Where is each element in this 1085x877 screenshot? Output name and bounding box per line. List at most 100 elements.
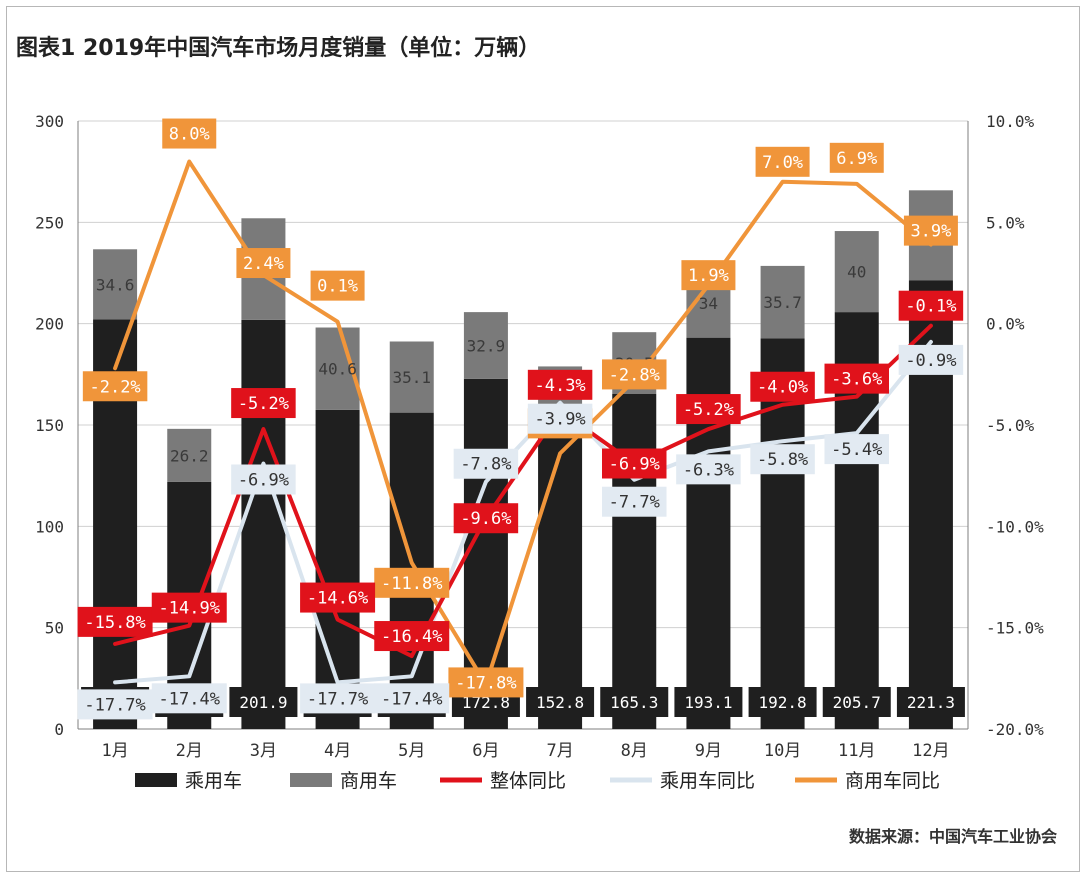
x-tick-label: 9月 bbox=[695, 741, 722, 761]
passenger-value-label: 205.7 bbox=[833, 693, 881, 712]
line-overall-yoy-label: -15.8% bbox=[84, 613, 145, 633]
line-passenger-yoy-label-box bbox=[151, 683, 227, 714]
line-passenger-yoy-label: -7.7% bbox=[609, 493, 660, 513]
line-overall-yoy-label: -9.6% bbox=[460, 509, 511, 529]
x-tick-label: 10月 bbox=[764, 741, 801, 761]
line-commercial-yoy-label: 1.9% bbox=[688, 266, 729, 286]
line-commercial-yoy-label-box bbox=[310, 270, 365, 301]
line-passenger-yoy-label-box bbox=[300, 683, 376, 714]
line-overall-yoy-label: -14.6% bbox=[307, 589, 368, 609]
data-source-note: 数据来源：中国汽车工业协会 bbox=[848, 827, 1057, 846]
commercial-value-label: 35.1 bbox=[392, 368, 431, 387]
line-passenger-yoy-label: -17.7% bbox=[307, 689, 368, 709]
passenger-value-box bbox=[748, 687, 817, 717]
line-overall-yoy-label-box bbox=[527, 369, 593, 400]
line-overall-yoy-label: -5.2% bbox=[238, 394, 289, 414]
passenger-value-label: 192.8 bbox=[758, 693, 806, 712]
passenger-value-box bbox=[896, 687, 965, 717]
line-commercial-yoy bbox=[113, 159, 933, 687]
line-commercial-yoy-label: 3.9% bbox=[910, 222, 951, 242]
line-commercial-yoy-label: -2.8% bbox=[609, 365, 660, 385]
line-overall-yoy-label-box bbox=[77, 606, 153, 637]
line-passenger-yoy-label: -3.9% bbox=[534, 410, 585, 430]
line-commercial-yoy-label: 0.1% bbox=[317, 277, 358, 297]
line-overall-yoy-label-box bbox=[453, 503, 519, 534]
legend-label: 商用车 bbox=[340, 770, 397, 792]
line-commercial-yoy-label-box bbox=[903, 215, 958, 246]
line-overall-yoy-label-box bbox=[824, 363, 889, 394]
legend-label: 乘用车同比 bbox=[660, 770, 755, 792]
legend-label: 整体同比 bbox=[490, 770, 566, 792]
x-tick-label: 2月 bbox=[176, 741, 203, 761]
passenger-value-label: 165.3 bbox=[610, 693, 658, 712]
line-overall-yoy bbox=[113, 323, 933, 659]
passenger-value-box bbox=[229, 687, 298, 717]
line-commercial-yoy-label: -11.8% bbox=[381, 574, 442, 594]
x-tick-label: 8月 bbox=[621, 741, 648, 761]
line-overall-yoy-label-box bbox=[374, 621, 450, 652]
line-commercial-yoy-label: -2.2% bbox=[89, 377, 140, 397]
x-tick-label: 6月 bbox=[472, 741, 499, 761]
x-tick-label: 11月 bbox=[838, 741, 875, 761]
legend-swatch bbox=[135, 773, 177, 787]
line-overall-yoy-label-box bbox=[300, 582, 376, 613]
line-commercial-yoy-label-box bbox=[829, 142, 884, 173]
line-commercial-yoy-label-box bbox=[755, 146, 810, 177]
line-passenger-yoy-label: -17.4% bbox=[159, 689, 220, 709]
line-commercial-yoy-label: 7.0% bbox=[762, 153, 803, 173]
y-right-tick-label: 5.0% bbox=[986, 213, 1025, 232]
passenger-value-label: 152.8 bbox=[536, 693, 584, 712]
line-passenger-yoy-label-box bbox=[676, 454, 741, 485]
line-passenger-yoy bbox=[113, 339, 933, 685]
line-commercial-yoy-label: -17.8% bbox=[455, 673, 516, 693]
bar-commercial bbox=[93, 249, 138, 320]
bar-passenger bbox=[612, 393, 657, 729]
line-passenger-yoy-label-box bbox=[527, 403, 593, 434]
bar-commercial bbox=[760, 265, 805, 339]
line-passenger-yoy-label-box bbox=[231, 464, 296, 495]
y-left-tick-label: 50 bbox=[45, 619, 64, 638]
line-overall-yoy-label: -14.9% bbox=[159, 599, 220, 619]
chart-title: 图表1 2019年中国汽车市场月度销量（单位：万辆） bbox=[16, 36, 541, 61]
line-overall-yoy-label: -6.9% bbox=[609, 455, 660, 475]
line-passenger-yoy-label: -17.4% bbox=[381, 689, 442, 709]
line-overall-yoy-label-box bbox=[231, 388, 296, 419]
line-commercial-yoy-label: 8.0% bbox=[169, 125, 210, 145]
line-commercial-yoy-label-box bbox=[681, 260, 736, 291]
commercial-value-label: 35.7 bbox=[763, 293, 802, 312]
x-tick-label: 7月 bbox=[546, 741, 573, 761]
line-overall-yoy-label: -4.3% bbox=[534, 376, 585, 396]
line-overall-yoy-label-box bbox=[602, 448, 667, 479]
line-overall-yoy-label: -0.1% bbox=[905, 297, 956, 317]
bar-commercial bbox=[834, 231, 879, 313]
bar-passenger bbox=[241, 319, 286, 729]
line-overall-yoy-label-box bbox=[151, 592, 227, 623]
x-tick-label: 4月 bbox=[324, 741, 351, 761]
commercial-value-label: 40 bbox=[847, 263, 866, 282]
line-commercial-yoy-label-box bbox=[448, 667, 524, 698]
line-passenger-yoy-label: -5.4% bbox=[831, 440, 882, 460]
bar-passenger bbox=[315, 409, 360, 729]
line-commercial-yoy-label-box bbox=[82, 371, 148, 402]
line-passenger-yoy-label-box bbox=[77, 689, 153, 720]
line-commercial-yoy-label: 6.9% bbox=[836, 149, 877, 169]
line-passenger-yoy-label: -7.8% bbox=[460, 455, 511, 475]
passenger-value-box bbox=[526, 687, 595, 717]
y-right-tick-label: 0.0% bbox=[986, 315, 1025, 334]
passenger-value-box bbox=[600, 687, 669, 717]
line-overall-yoy-label-box bbox=[898, 290, 964, 321]
x-tick-label: 5月 bbox=[398, 741, 425, 761]
line-passenger-yoy-label: -6.9% bbox=[238, 471, 289, 491]
line-overall-yoy-label: -16.4% bbox=[381, 627, 442, 647]
legend-swatch bbox=[290, 773, 332, 787]
legend-label: 商用车同比 bbox=[845, 770, 940, 792]
line-overall-yoy-label: -3.6% bbox=[831, 370, 882, 390]
y-right-tick-label: -20.0% bbox=[986, 720, 1044, 739]
commercial-value-label: 34.6 bbox=[96, 275, 135, 294]
commercial-value-label: 34 bbox=[699, 294, 718, 313]
line-passenger-yoy-label-box bbox=[453, 448, 519, 479]
passenger-value-box bbox=[822, 687, 891, 717]
line-passenger-yoy-label-box bbox=[898, 344, 964, 375]
passenger-value-label: 172.8 bbox=[462, 693, 510, 712]
